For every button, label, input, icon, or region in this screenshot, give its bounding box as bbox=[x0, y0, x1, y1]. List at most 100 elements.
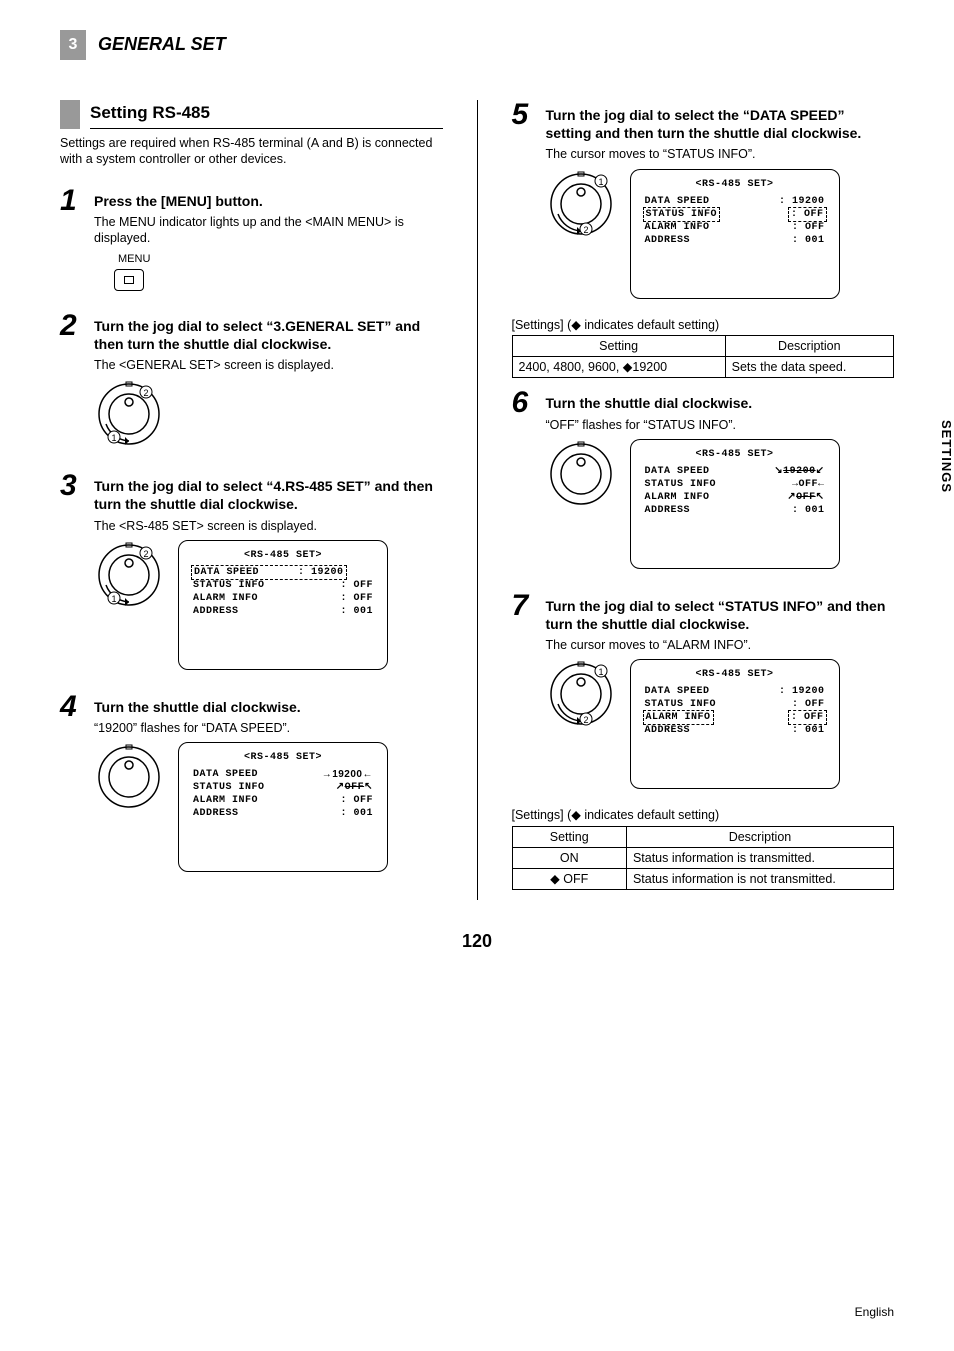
screen-label: ADDRESS bbox=[645, 724, 691, 737]
screen-title: <RS-485 SET> bbox=[641, 448, 829, 461]
screen-value: : 001 bbox=[792, 724, 825, 737]
menu-button-label: MENU bbox=[118, 252, 443, 266]
screen-rs485-step3: <RS-485 SET> DATA SPEED : 19200 STATUS I… bbox=[178, 540, 388, 670]
screen-value: 19200 bbox=[332, 769, 362, 780]
svg-text:2: 2 bbox=[143, 549, 148, 559]
step-desc: The cursor moves to “ALARM INFO”. bbox=[546, 637, 895, 653]
table-header: Description bbox=[626, 826, 893, 847]
screen-label: ALARM INFO bbox=[645, 491, 710, 504]
screen-value: OFF bbox=[345, 782, 365, 793]
svg-text:1: 1 bbox=[598, 667, 603, 677]
column-divider bbox=[477, 100, 478, 900]
table-header: Setting bbox=[512, 826, 626, 847]
table-cell: Sets the data speed. bbox=[725, 357, 893, 378]
step-2: 2 Turn the jog dial to select “3.GENERAL… bbox=[60, 311, 443, 462]
screen-title: <RS-485 SET> bbox=[189, 751, 377, 764]
chapter-title: GENERAL SET bbox=[98, 33, 226, 56]
shuttle-dial-icon bbox=[94, 742, 164, 812]
table-header: Description bbox=[725, 335, 893, 356]
screen-label: DATA SPEED bbox=[193, 768, 258, 781]
screen-value: : 19200 bbox=[779, 685, 825, 698]
screen-label: ADDRESS bbox=[193, 605, 239, 618]
screen-rs485-step5: <RS-485 SET> DATA SPEED: 19200 STATUS IN… bbox=[630, 169, 840, 299]
page-number: 120 bbox=[60, 930, 894, 953]
screen-label: DATA SPEED bbox=[645, 685, 710, 698]
step-title: Turn the jog dial to select “4.RS-485 SE… bbox=[94, 477, 443, 513]
step-5: 5 Turn the jog dial to select the “DATA … bbox=[512, 100, 895, 311]
screen-title: <RS-485 SET> bbox=[641, 668, 829, 681]
screen-value: OFF bbox=[804, 712, 824, 723]
table-header: Setting bbox=[512, 335, 725, 356]
settings-note: [Settings] (◆ indicates default setting) bbox=[512, 317, 895, 333]
screen-label: STATUS INFO bbox=[643, 207, 721, 222]
screen-value: OFF bbox=[796, 492, 816, 503]
svg-text:2: 2 bbox=[143, 388, 148, 398]
screen-label: ADDRESS bbox=[645, 504, 691, 517]
table-cell: 2400, 4800, 9600, ◆19200 bbox=[512, 357, 725, 378]
screen-value: 19200 bbox=[311, 567, 344, 578]
step-title: Turn the shuttle dial clockwise. bbox=[94, 698, 443, 716]
jog-dial-icon: 1 2 bbox=[546, 659, 616, 729]
step-desc: The MENU indicator lights up and the <MA… bbox=[94, 214, 443, 247]
step-desc: “19200” flashes for “DATA SPEED”. bbox=[94, 720, 443, 736]
right-column: 5 Turn the jog dial to select the “DATA … bbox=[512, 100, 895, 900]
screen-label: ALARM INFO bbox=[193, 592, 258, 605]
screen-value: : 001 bbox=[340, 605, 373, 618]
step-4: 4 Turn the shuttle dial clockwise. “1920… bbox=[60, 692, 443, 884]
screen-label: ALARM INFO bbox=[645, 221, 710, 234]
section-heading: Setting RS-485 bbox=[60, 100, 443, 129]
step-desc: The <GENERAL SET> screen is displayed. bbox=[94, 357, 443, 373]
screen-value: : OFF bbox=[340, 794, 373, 807]
step-desc: The cursor moves to “STATUS INFO”. bbox=[546, 146, 895, 162]
svg-text:1: 1 bbox=[111, 594, 116, 604]
screen-rs485-step6: <RS-485 SET> DATA SPEED↘19200↙ STATUS IN… bbox=[630, 439, 840, 569]
screen-value: : OFF bbox=[340, 579, 373, 592]
step-title: Turn the jog dial to select “STATUS INFO… bbox=[546, 597, 895, 633]
step-number: 6 bbox=[512, 388, 546, 580]
step-number: 2 bbox=[60, 311, 94, 462]
step-number: 4 bbox=[60, 692, 94, 884]
chapter-header: 3 GENERAL SET bbox=[60, 30, 894, 60]
side-tab-label: SETTINGS bbox=[939, 420, 954, 493]
step-6: 6 Turn the shuttle dial clockwise. “OFF”… bbox=[512, 388, 895, 580]
jog-dial-icon: 1 2 bbox=[546, 169, 616, 239]
screen-label: ADDRESS bbox=[193, 807, 239, 820]
screen-label: ALARM INFO bbox=[643, 710, 714, 725]
step-number: 7 bbox=[512, 591, 546, 802]
section-title: Setting RS-485 bbox=[90, 100, 210, 126]
screen-label: ALARM INFO bbox=[193, 794, 258, 807]
step-7: 7 Turn the jog dial to select “STATUS IN… bbox=[512, 591, 895, 802]
step-1: 1 Press the [MENU] button. The MENU indi… bbox=[60, 186, 443, 301]
screen-rs485-step7: <RS-485 SET> DATA SPEED: 19200 STATUS IN… bbox=[630, 659, 840, 789]
screen-label: STATUS INFO bbox=[193, 781, 265, 794]
table-cell: Status information is not transmitted. bbox=[626, 869, 893, 890]
screen-value: : 001 bbox=[792, 234, 825, 247]
jog-dial-icon: 2 1 bbox=[94, 540, 164, 610]
screen-value: OFF bbox=[804, 209, 824, 220]
svg-text:2: 2 bbox=[583, 225, 588, 235]
screen-label: STATUS INFO bbox=[645, 478, 717, 491]
screen-rs485-step4: <RS-485 SET> DATA SPEED→19200← STATUS IN… bbox=[178, 742, 388, 872]
step-number: 5 bbox=[512, 100, 546, 311]
step-title: Turn the shuttle dial clockwise. bbox=[546, 394, 895, 412]
screen-label: DATA SPEED bbox=[194, 567, 259, 578]
step-title: Turn the jog dial to select “3.GENERAL S… bbox=[94, 317, 443, 353]
settings-table-step5: SettingDescription 2400, 4800, 9600, ◆19… bbox=[512, 335, 895, 379]
screen-value: : 001 bbox=[792, 504, 825, 517]
screen-value: 19200 bbox=[783, 466, 816, 477]
step-desc: The <RS-485 SET> screen is displayed. bbox=[94, 518, 443, 534]
shuttle-dial-icon bbox=[546, 439, 616, 509]
heading-accent-bar bbox=[60, 100, 80, 129]
step-desc: “OFF” flashes for “STATUS INFO”. bbox=[546, 417, 895, 433]
chapter-number: 3 bbox=[60, 30, 86, 60]
footer-language: English bbox=[855, 1305, 894, 1321]
svg-text:1: 1 bbox=[598, 177, 603, 187]
step-number: 1 bbox=[60, 186, 94, 301]
screen-value: OFF bbox=[798, 479, 818, 490]
step-number: 3 bbox=[60, 471, 94, 682]
step-title: Turn the jog dial to select the “DATA SP… bbox=[546, 106, 895, 142]
settings-note: [Settings] (◆ indicates default setting) bbox=[512, 807, 895, 823]
screen-label: ADDRESS bbox=[645, 234, 691, 247]
left-column: Setting RS-485 Settings are required whe… bbox=[60, 100, 443, 900]
svg-text:2: 2 bbox=[583, 715, 588, 725]
